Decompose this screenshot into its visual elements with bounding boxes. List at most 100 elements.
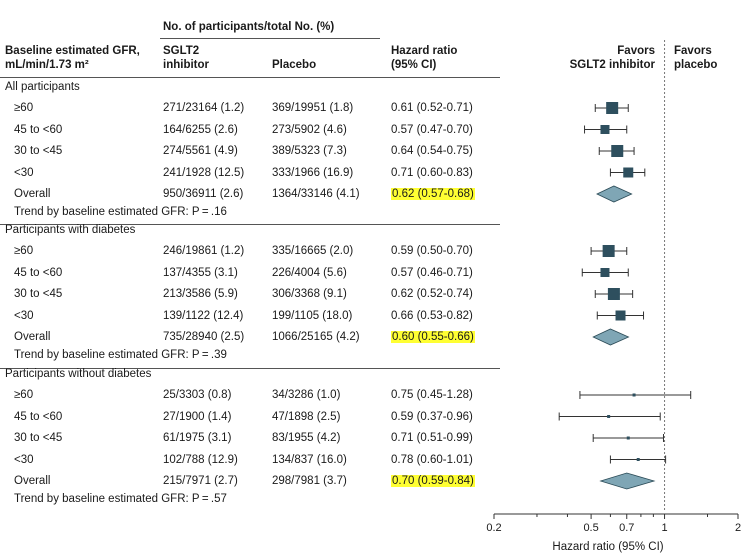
row-label: ≥60 [14, 389, 34, 401]
placebo-events: 389/5323 (7.3) [272, 145, 347, 157]
point-estimate [600, 125, 610, 134]
placebo-column-header: Placebo [272, 59, 317, 71]
overall-row-label: Overall [14, 475, 51, 487]
point-estimate [626, 436, 630, 440]
trend-p-value: Trend by baseline estimated GFR: P = .39 [14, 348, 227, 361]
point-estimate [607, 288, 620, 300]
point-estimate [615, 310, 626, 321]
sglt2-events: 274/5561 (4.9) [163, 145, 238, 157]
placebo-events: 199/1105 (18.0) [272, 309, 353, 322]
overall-hazard-ratio: 0.62 (0.57-0.68) [391, 187, 475, 201]
overall-diamond [599, 472, 656, 490]
x-axis-title: Hazard ratio (95% CI) [552, 541, 664, 553]
trend-p-value: Trend by baseline estimated GFR: P = .16 [14, 205, 227, 218]
row-label: 30 to <45 [14, 288, 63, 300]
point-estimate [607, 415, 611, 418]
hr-value: 0.64 (0.54-0.75) [391, 145, 473, 157]
hazard-ratio: 0.59 (0.50-0.70) [391, 244, 473, 258]
highlighted-hr-value: 0.70 (0.59-0.84) [391, 475, 475, 487]
sglt2-events: 102/788 (12.9) [163, 453, 238, 466]
hr-value: 0.62 (0.52-0.74) [391, 288, 473, 300]
point-estimate [606, 102, 619, 114]
row-label: ≥60 [14, 102, 34, 114]
participants-group-rule [160, 38, 380, 39]
placebo-events: 333/1966 (16.9) [272, 166, 354, 179]
hazard-ratio: 0.57 (0.47-0.70) [391, 123, 473, 137]
placebo-events: 47/1898 (2.5) [272, 410, 341, 423]
placebo-events: 335/16665 (2.0) [272, 245, 354, 257]
point-estimate [636, 458, 640, 461]
gfr-column-header-line1: Baseline estimated GFR, [5, 45, 140, 57]
hr-value: 0.57 (0.47-0.70) [391, 123, 473, 136]
hr-value: 0.75 (0.45-1.28) [391, 389, 473, 401]
row-label: 45 to <60 [14, 410, 63, 423]
sglt2-events: 215/7971 (2.7) [163, 475, 238, 487]
row-label: <30 [14, 309, 34, 322]
overall-hazard-ratio: 0.70 (0.59-0.84) [391, 474, 475, 488]
sglt2-events: 137/4355 (3.1) [163, 266, 238, 279]
sglt2-events: 735/28940 (2.5) [163, 331, 245, 343]
favors-sglt2-label-line1: Favors [617, 45, 655, 57]
placebo-events: 1364/33146 (4.1) [272, 188, 360, 200]
point-estimate [602, 245, 615, 257]
overall-diamond [596, 185, 633, 203]
sglt2-events: 164/6255 (2.6) [163, 123, 238, 136]
overall-row-label: Overall [14, 188, 51, 200]
sglt2-events: 25/3303 (0.8) [163, 389, 232, 401]
row-label: 45 to <60 [14, 123, 63, 136]
hazard-ratio: 0.64 (0.54-0.75) [391, 144, 473, 158]
hazard-ratio: 0.57 (0.46-0.71) [391, 266, 473, 280]
group-title: All participants [5, 81, 80, 93]
hr-column-header-line1: Hazard ratio [391, 45, 458, 57]
participants-group-header: No. of participants/total No. (%) [163, 21, 335, 33]
favors-placebo-label-line1: Favors [674, 45, 712, 57]
x-tick-label: 1 [661, 522, 667, 534]
sglt2-events: 61/1975 (3.1) [163, 432, 232, 444]
x-tick-label: 2 [735, 522, 741, 534]
placebo-events: 134/837 (16.0) [272, 453, 347, 466]
placebo-events: 34/3286 (1.0) [272, 389, 341, 401]
group-title: Participants with diabetes [5, 224, 136, 236]
hr-value: 0.57 (0.46-0.71) [391, 266, 473, 279]
hr-value: 0.71 (0.51-0.99) [391, 432, 473, 444]
overall-diamond [592, 328, 630, 346]
sglt2-column-header-line2: inhibitor [163, 59, 209, 71]
point-estimate [632, 393, 636, 397]
hazard-ratio: 0.59 (0.37-0.96) [391, 410, 473, 424]
favors-sglt2-label-line2: SGLT2 inhibitor [569, 59, 655, 71]
hr-value: 0.78 (0.60-1.01) [391, 453, 473, 466]
row-label: ≥60 [14, 245, 34, 257]
sglt2-events: 246/19861 (1.2) [163, 245, 245, 257]
point-estimate [600, 268, 610, 277]
highlighted-hr-value: 0.60 (0.55-0.66) [391, 331, 475, 343]
row-label: <30 [14, 166, 34, 179]
sglt2-events: 139/1122 (12.4) [163, 309, 244, 322]
sglt2-events: 213/3586 (5.9) [163, 288, 238, 300]
trend-p-value: Trend by baseline estimated GFR: P = .57 [14, 492, 227, 505]
sglt2-events: 241/1928 (12.5) [163, 166, 245, 179]
sglt2-events: 271/23164 (1.2) [163, 102, 245, 114]
header-bottom-rule [0, 77, 500, 78]
row-label: 30 to <45 [14, 432, 63, 444]
group-title: Participants without diabetes [5, 368, 152, 380]
hazard-ratio: 0.71 (0.60-0.83) [391, 166, 473, 180]
hr-value: 0.66 (0.53-0.82) [391, 309, 473, 322]
hr-value: 0.59 (0.37-0.96) [391, 410, 473, 423]
x-tick-label: 0.7 [619, 522, 634, 534]
hazard-ratio: 0.61 (0.52-0.71) [391, 101, 473, 115]
group-separator-rule [0, 224, 500, 225]
hazard-ratio: 0.78 (0.60-1.01) [391, 453, 473, 467]
hr-column-header-line2: (95% CI) [391, 59, 437, 71]
hazard-ratio: 0.66 (0.53-0.82) [391, 309, 473, 323]
hazard-ratio: 0.62 (0.52-0.74) [391, 287, 473, 301]
hazard-ratio: 0.71 (0.51-0.99) [391, 431, 473, 445]
favors-placebo-label-line2: placebo [674, 59, 718, 71]
point-estimate [611, 145, 624, 157]
hazard-ratio: 0.75 (0.45-1.28) [391, 388, 473, 402]
hr-value: 0.61 (0.52-0.71) [391, 102, 473, 114]
row-label: 30 to <45 [14, 145, 63, 157]
group-separator-rule [0, 368, 500, 369]
sglt2-events: 27/1900 (1.4) [163, 410, 232, 423]
placebo-events: 273/5902 (4.6) [272, 123, 347, 136]
